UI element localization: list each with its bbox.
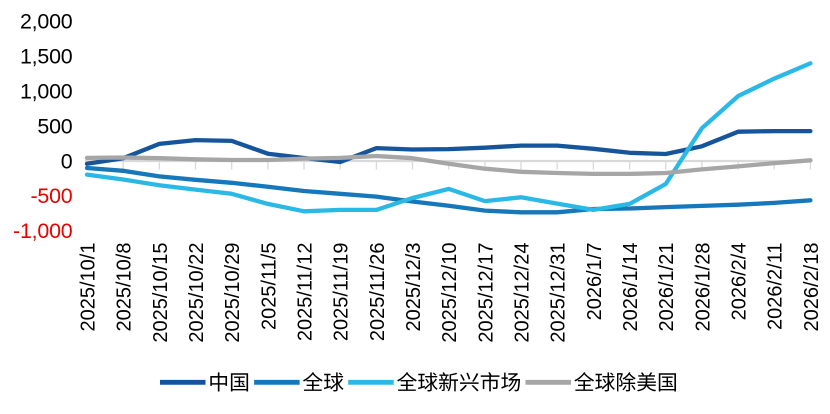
svg-text:2026/1/14: 2026/1/14 bbox=[620, 243, 642, 332]
svg-text:2025/10/29: 2025/10/29 bbox=[222, 243, 244, 343]
svg-text:2025/11/26: 2025/11/26 bbox=[367, 243, 389, 342]
svg-text:2026/2/11: 2026/2/11 bbox=[765, 243, 787, 331]
svg-text:2025/11/5: 2025/11/5 bbox=[258, 243, 280, 331]
svg-text:-1,000: -1,000 bbox=[13, 219, 73, 243]
svg-text:2,000: 2,000 bbox=[20, 10, 73, 34]
svg-text:1,000: 1,000 bbox=[20, 80, 73, 104]
svg-text:2026/2/18: 2026/2/18 bbox=[801, 243, 823, 332]
svg-text:2025/10/8: 2025/10/8 bbox=[114, 243, 136, 332]
svg-text:-500: -500 bbox=[30, 184, 72, 208]
svg-text:2025/10/1: 2025/10/1 bbox=[78, 243, 100, 332]
svg-text:2025/12/24: 2025/12/24 bbox=[512, 243, 534, 343]
svg-text:2026/1/21: 2026/1/21 bbox=[656, 243, 678, 332]
svg-text:2025/12/3: 2025/12/3 bbox=[403, 243, 425, 332]
svg-text:2025/11/12: 2025/11/12 bbox=[295, 243, 317, 342]
svg-text:2025/12/31: 2025/12/31 bbox=[548, 243, 570, 343]
svg-text:0: 0 bbox=[61, 149, 73, 173]
svg-text:2025/10/22: 2025/10/22 bbox=[186, 243, 208, 343]
svg-text:2026/2/4: 2026/2/4 bbox=[729, 243, 751, 321]
svg-text:2026/1/7: 2026/1/7 bbox=[584, 243, 606, 321]
svg-text:500: 500 bbox=[37, 114, 72, 138]
svg-text:2025/12/17: 2025/12/17 bbox=[475, 243, 497, 343]
svg-text:2025/11/19: 2025/11/19 bbox=[331, 243, 353, 342]
svg-text:2026/1/28: 2026/1/28 bbox=[692, 243, 714, 332]
svg-text:2025/10/15: 2025/10/15 bbox=[150, 242, 172, 342]
svg-text:2025/12/10: 2025/12/10 bbox=[439, 243, 461, 343]
svg-text:1,500: 1,500 bbox=[20, 45, 73, 69]
